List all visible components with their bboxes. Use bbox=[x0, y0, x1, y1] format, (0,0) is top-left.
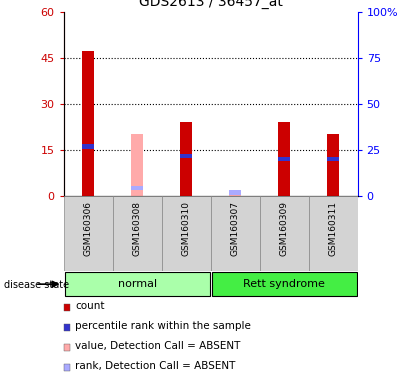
Bar bbox=[131, 186, 143, 190]
Bar bbox=[65, 272, 210, 296]
Bar bbox=[212, 272, 357, 296]
Bar bbox=[229, 190, 241, 195]
Text: GSM160306: GSM160306 bbox=[84, 201, 93, 256]
Bar bbox=[278, 157, 290, 161]
Text: GSM160310: GSM160310 bbox=[182, 201, 191, 256]
Bar bbox=[82, 51, 94, 196]
Bar bbox=[327, 157, 339, 161]
Bar bbox=[211, 196, 260, 271]
Bar bbox=[113, 196, 162, 271]
Text: GSM160307: GSM160307 bbox=[231, 201, 240, 256]
Bar bbox=[260, 196, 309, 271]
Bar bbox=[131, 134, 143, 196]
Bar bbox=[309, 196, 358, 271]
Bar bbox=[162, 196, 211, 271]
Text: percentile rank within the sample: percentile rank within the sample bbox=[75, 321, 251, 331]
Text: normal: normal bbox=[118, 279, 157, 289]
Text: GSM160308: GSM160308 bbox=[133, 201, 142, 256]
Text: disease state: disease state bbox=[4, 280, 69, 290]
Title: GDS2613 / 36457_at: GDS2613 / 36457_at bbox=[139, 0, 283, 9]
Bar bbox=[327, 134, 339, 196]
Text: Rett syndrome: Rett syndrome bbox=[243, 279, 325, 289]
Text: GSM160309: GSM160309 bbox=[279, 201, 289, 256]
Bar bbox=[180, 122, 192, 196]
Bar bbox=[82, 144, 94, 149]
Text: GSM160311: GSM160311 bbox=[328, 201, 337, 256]
Text: rank, Detection Call = ABSENT: rank, Detection Call = ABSENT bbox=[75, 361, 236, 371]
Text: value, Detection Call = ABSENT: value, Detection Call = ABSENT bbox=[75, 341, 240, 351]
Bar bbox=[180, 154, 192, 158]
Text: count: count bbox=[75, 301, 104, 311]
Bar bbox=[64, 196, 113, 271]
Bar bbox=[229, 191, 241, 196]
Bar bbox=[278, 122, 290, 196]
